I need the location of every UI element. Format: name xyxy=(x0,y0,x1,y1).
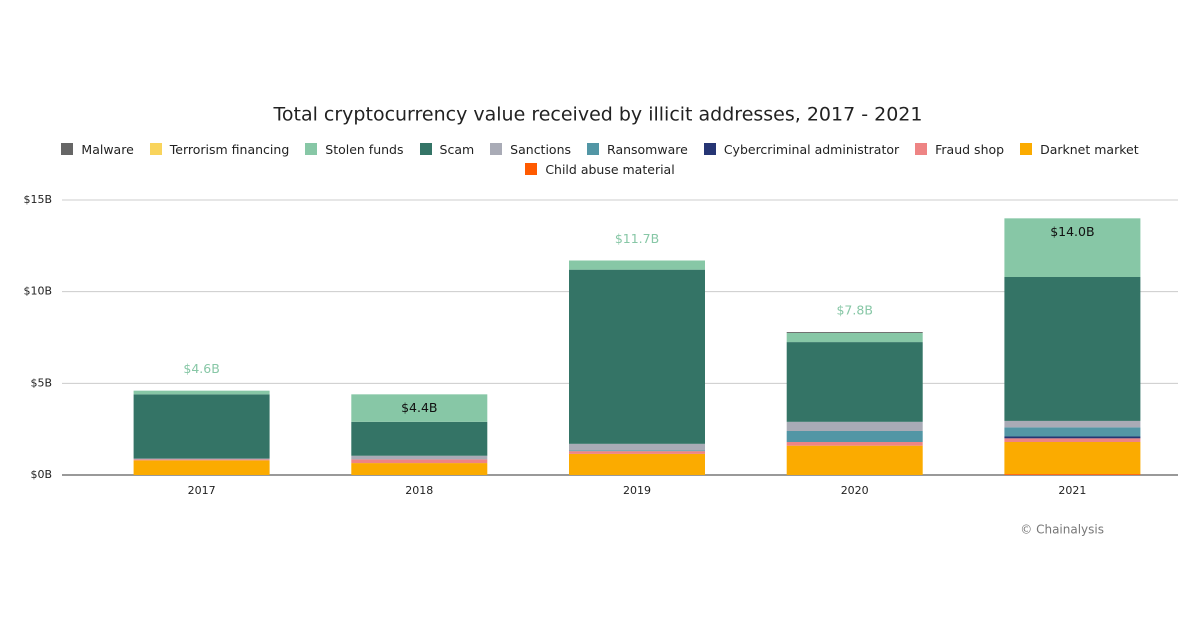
bar-segment xyxy=(133,460,270,475)
bar-segment xyxy=(786,342,923,422)
bar-segment xyxy=(351,463,488,475)
bar-segment xyxy=(1004,420,1141,428)
legend-label: Darknet market xyxy=(1040,141,1139,157)
legend-swatch xyxy=(703,143,716,155)
legend-item: Stolen funds xyxy=(305,141,404,157)
bar-segment xyxy=(786,332,923,333)
bar-segment xyxy=(569,269,705,444)
total-label: $4.6B xyxy=(183,361,219,376)
legend-item: Malware xyxy=(61,141,134,157)
bar-segment xyxy=(1004,442,1141,475)
total-label: $11.7B xyxy=(615,231,659,246)
bar-segment xyxy=(133,458,270,460)
legend-label: Child abuse material xyxy=(545,161,675,177)
legend-swatch xyxy=(61,143,74,155)
legend-swatch xyxy=(587,143,600,155)
total-label: $7.8B xyxy=(836,303,872,318)
total-label: $14.0B xyxy=(1050,224,1094,239)
legend-label: Cybercriminal administrator xyxy=(723,141,900,157)
x-tick-label: 2020 xyxy=(841,484,869,497)
bar-segment xyxy=(786,445,923,475)
legend-swatch xyxy=(1020,143,1033,155)
bar-segment xyxy=(351,455,488,460)
legend-label: Sanctions xyxy=(510,141,572,157)
y-tick-label: $5B xyxy=(30,376,52,389)
bar-segment xyxy=(1004,277,1141,421)
legend-item: Scam xyxy=(419,141,475,157)
x-tick-label: 2018 xyxy=(405,484,433,497)
legend-swatch xyxy=(305,143,318,155)
legend-item: Sanctions xyxy=(490,141,571,157)
legend-label: Ransomware xyxy=(607,141,688,157)
chart-title: Total cryptocurrency value received by i… xyxy=(273,104,923,126)
legend-swatch xyxy=(419,143,432,155)
bar-segment xyxy=(786,431,923,442)
bar-segment xyxy=(1004,436,1141,439)
bar-segment xyxy=(1004,438,1141,442)
bar-segment xyxy=(569,450,705,452)
legend-item: Cybercriminal administrator xyxy=(703,141,900,157)
legend: Malware Terrorism financing Stolen funds Sc… xyxy=(40,141,1160,177)
x-tick-label: 2021 xyxy=(1058,484,1086,497)
legend-item: Child abuse material xyxy=(525,161,675,177)
total-label: $4.4B xyxy=(401,400,437,415)
y-tick-label: $0B xyxy=(30,468,52,481)
bar-segment xyxy=(351,394,488,422)
legend-item: Darknet market xyxy=(1020,141,1139,157)
bar-segment xyxy=(1004,218,1141,277)
legend-swatch xyxy=(149,143,162,155)
legend-label: Stolen funds xyxy=(325,141,404,157)
y-tick-label: $15B xyxy=(23,193,52,206)
source: © Chainalysis xyxy=(1020,523,1104,537)
legend-item: Terrorism financing xyxy=(149,141,290,157)
legend-item: Fraud shop xyxy=(915,141,1004,157)
legend-label: Fraud shop xyxy=(935,141,1005,157)
legend-label: Terrorism financing xyxy=(169,141,290,157)
legend-label: Scam xyxy=(439,141,475,157)
bar-segment xyxy=(351,421,488,456)
legend-label: Malware xyxy=(81,141,134,157)
legend-swatch xyxy=(525,163,538,175)
bar-segment xyxy=(351,459,488,464)
bar-segment xyxy=(133,459,270,461)
bar-segment xyxy=(786,421,923,431)
bar-segment xyxy=(569,453,705,475)
x-tick-label: 2017 xyxy=(188,484,216,497)
x-tick-label: 2019 xyxy=(623,484,651,497)
bar-segment xyxy=(133,394,270,459)
bar-segment xyxy=(569,443,705,451)
legend-swatch xyxy=(490,143,503,155)
legend-item: Ransomware xyxy=(587,141,688,157)
bar-segment xyxy=(569,260,705,270)
y-tick-label: $10B xyxy=(23,285,52,298)
bar-segment xyxy=(786,332,923,343)
bar-segment xyxy=(786,442,923,446)
bar-segment xyxy=(133,390,270,395)
bar-segment xyxy=(1004,474,1141,475)
bar-segment xyxy=(1004,427,1141,437)
bar-segment xyxy=(569,451,705,454)
legend-swatch xyxy=(915,143,928,155)
